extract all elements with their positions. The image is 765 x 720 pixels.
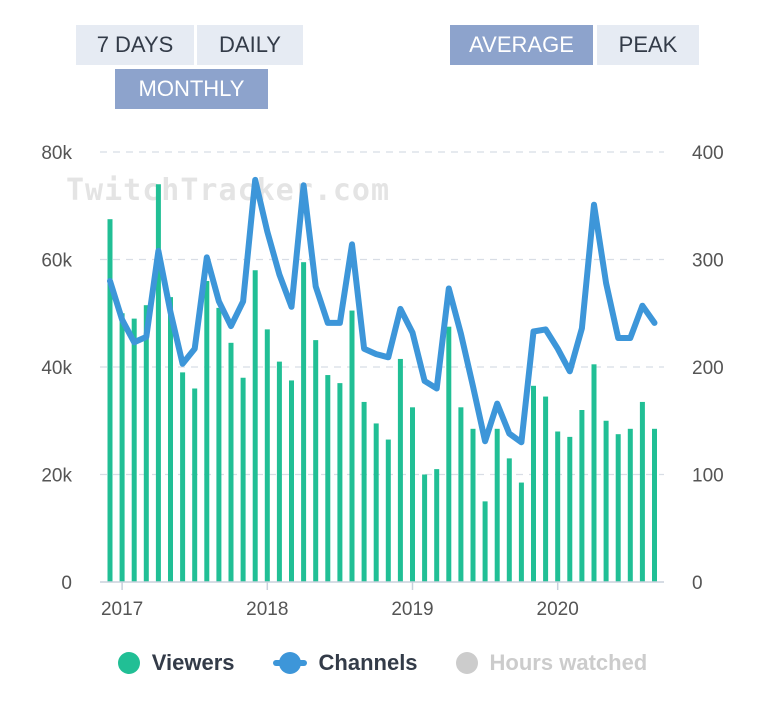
legend-channels[interactable]: Channels bbox=[272, 650, 418, 676]
monthly-button[interactable]: MONTHLY bbox=[115, 69, 268, 109]
channels-line bbox=[107, 176, 658, 446]
viewers-bar bbox=[446, 326, 452, 582]
right-axis-tick-label: 300 bbox=[692, 251, 724, 272]
legend-channels-label: Channels bbox=[318, 650, 418, 675]
viewers-bar bbox=[276, 361, 282, 582]
viewers-bar bbox=[361, 401, 367, 582]
viewers-bar bbox=[518, 482, 524, 582]
viewers-bar bbox=[639, 401, 645, 582]
viewers-bar bbox=[289, 380, 294, 582]
viewers-bars bbox=[107, 184, 657, 582]
daily-button[interactable]: DAILY bbox=[197, 25, 303, 65]
viewers-bar bbox=[252, 270, 258, 582]
viewers-bar bbox=[216, 307, 222, 582]
left-axis-tick-label: 20k bbox=[41, 466, 72, 487]
x-axis-tick-label: 2018 bbox=[246, 599, 288, 620]
viewers-bar bbox=[410, 407, 415, 582]
watermark-text: TwitchTracker.com bbox=[66, 173, 390, 208]
viewers-bar bbox=[494, 428, 500, 582]
viewers-bar bbox=[506, 458, 512, 582]
viewers-bar bbox=[131, 318, 137, 582]
viewers-bar bbox=[337, 383, 343, 582]
viewers-bar bbox=[434, 469, 440, 582]
viewers-bar bbox=[301, 262, 307, 582]
viewers-bar bbox=[627, 428, 633, 582]
viewers-bar bbox=[264, 329, 270, 582]
viewers-bar bbox=[458, 407, 464, 582]
right-axis-tick-label: 200 bbox=[692, 358, 724, 379]
viewers-bar bbox=[325, 375, 331, 582]
viewers-bar bbox=[567, 436, 573, 582]
left-axis-ticks: 0 20k 40k 60k 80k bbox=[41, 143, 72, 594]
viewers-bar bbox=[555, 431, 561, 582]
right-axis-ticks: 0 100 200 300 400 bbox=[692, 143, 724, 594]
viewers-bar bbox=[591, 364, 597, 582]
viewers-bar bbox=[143, 305, 149, 582]
legend-hours-watched[interactable]: Hours watched bbox=[455, 650, 648, 676]
viewers-bar bbox=[192, 388, 198, 582]
hours-watched-legend-marker bbox=[455, 652, 478, 674]
viewers-bar bbox=[397, 358, 403, 582]
right-axis-tick-label: 100 bbox=[692, 466, 724, 487]
right-axis-tick-label: 0 bbox=[692, 573, 703, 594]
legend-viewers-label: Viewers bbox=[151, 650, 235, 675]
left-axis-tick-label: 60k bbox=[41, 251, 72, 272]
viewers-bar bbox=[228, 342, 234, 582]
seven-days-button[interactable]: 7 DAYS bbox=[76, 25, 194, 65]
legend-hours-label: Hours watched bbox=[489, 650, 648, 675]
viewers-bar bbox=[385, 439, 391, 582]
viewers-bar bbox=[107, 219, 113, 582]
viewers-bar bbox=[119, 313, 125, 582]
viewers-bar bbox=[313, 340, 319, 582]
viewers-bar bbox=[204, 281, 210, 582]
viewers-channels-chart: 0 20k 40k 60k 80k 0 100 200 300 400 TwitchTracke… bbox=[41, 143, 724, 620]
viewers-bar bbox=[373, 423, 379, 582]
x-axis-ticks: 2017 2018 2019 2020 bbox=[101, 582, 579, 620]
viewers-bar bbox=[470, 428, 476, 582]
chart-legend: Viewers Channels Hours watched bbox=[0, 650, 765, 676]
viewers-bar bbox=[168, 297, 173, 582]
viewers-bar bbox=[652, 428, 657, 582]
viewers-bar bbox=[482, 501, 488, 582]
left-axis-tick-label: 0 bbox=[61, 573, 72, 594]
viewers-bar bbox=[180, 372, 186, 582]
viewers-bar bbox=[155, 184, 161, 582]
viewers-bar bbox=[543, 396, 549, 582]
legend-viewers[interactable]: Viewers bbox=[117, 650, 235, 676]
x-axis-tick-label: 2019 bbox=[391, 599, 433, 620]
average-button[interactable]: AVERAGE bbox=[450, 25, 593, 65]
peak-button[interactable]: PEAK bbox=[597, 25, 699, 65]
viewers-bar bbox=[531, 385, 536, 582]
channels-legend-marker bbox=[272, 652, 307, 674]
viewers-bar bbox=[615, 434, 621, 582]
viewers-bar bbox=[579, 410, 585, 582]
left-axis-tick-label: 80k bbox=[41, 143, 72, 164]
viewers-bar bbox=[349, 310, 355, 582]
viewers-legend-marker bbox=[117, 652, 140, 674]
right-axis-tick-label: 400 bbox=[692, 143, 724, 164]
viewers-bar bbox=[240, 377, 246, 582]
left-axis-tick-label: 40k bbox=[41, 358, 72, 379]
x-axis-tick-label: 2020 bbox=[537, 599, 579, 620]
x-axis-tick-label: 2017 bbox=[101, 599, 143, 620]
viewers-bar bbox=[603, 420, 609, 582]
viewers-bar bbox=[422, 474, 428, 582]
